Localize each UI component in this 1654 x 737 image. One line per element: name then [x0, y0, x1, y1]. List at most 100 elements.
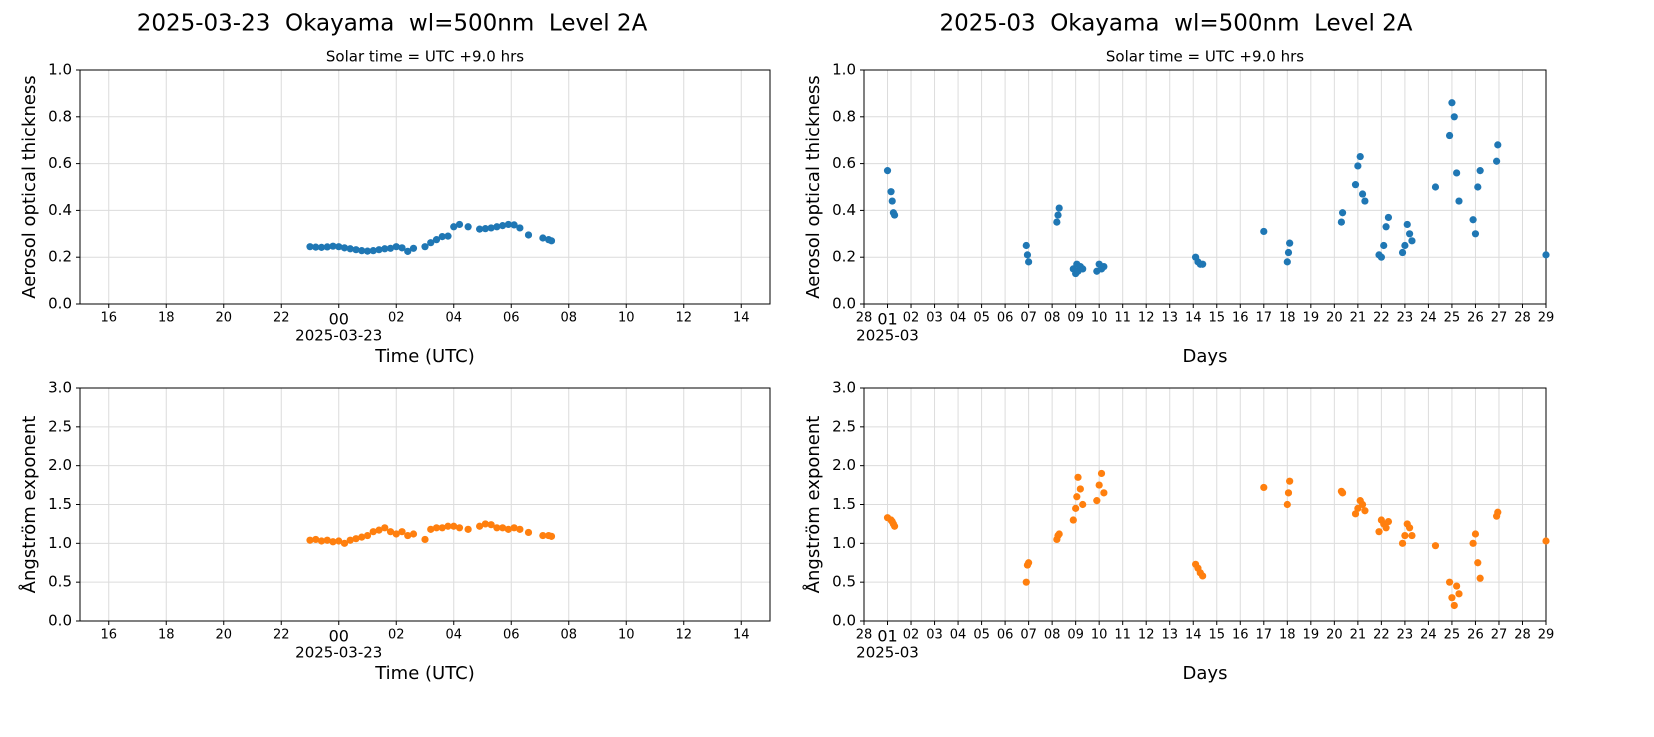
y-tick-label: 0.0 — [48, 612, 72, 630]
x-tick-label: 08 — [1044, 311, 1061, 326]
x-tick-label: 08 — [560, 311, 577, 326]
data-point — [1375, 528, 1383, 536]
data-point — [1097, 469, 1106, 478]
x-tick-label: 01 — [877, 310, 897, 329]
x-tick-label: 09 — [1067, 311, 1084, 326]
x-tick-label: 16 — [1232, 628, 1249, 643]
x-tick-label: 17 — [1256, 628, 1273, 643]
data-point — [1542, 537, 1550, 545]
data-point — [444, 522, 452, 530]
data-point — [516, 224, 524, 232]
data-point — [883, 167, 892, 175]
data-point — [438, 524, 446, 532]
x-tick-label: 07 — [1020, 311, 1037, 326]
data-point — [386, 528, 395, 536]
data-point — [1469, 539, 1477, 547]
data-point — [1494, 141, 1502, 149]
data-point — [392, 243, 400, 251]
x-tick-label: 14 — [733, 628, 750, 643]
data-point — [1471, 530, 1480, 538]
data-point — [1358, 500, 1367, 509]
x-tick-label: 15 — [1208, 311, 1225, 326]
data-point — [455, 524, 464, 532]
data-point — [464, 525, 472, 533]
x-tick-label: 04 — [445, 628, 462, 643]
x-tick-label: 28 — [1514, 311, 1531, 326]
x-tick-label: 16 — [100, 311, 117, 326]
data-point — [493, 524, 501, 532]
data-point — [481, 225, 489, 233]
data-point — [1431, 183, 1440, 191]
x-tick-label: 11 — [1114, 628, 1131, 643]
y-tick-label: 2.0 — [48, 456, 72, 474]
x-tick-label: 16 — [1232, 311, 1249, 326]
data-point — [450, 223, 458, 231]
data-point — [1453, 169, 1461, 177]
data-point — [432, 236, 441, 244]
x-tick-label: 12 — [1138, 311, 1155, 326]
data-point — [464, 223, 472, 231]
data-point — [1069, 516, 1077, 524]
data-point — [1025, 559, 1033, 567]
x-tick-label: 20 — [215, 628, 232, 643]
data-point — [1406, 230, 1414, 238]
data-point — [427, 239, 435, 247]
x-tick-label: 25 — [1444, 311, 1461, 326]
data-point — [1022, 578, 1030, 586]
x-tick-label: 14 — [733, 311, 750, 326]
data-point — [1408, 237, 1416, 245]
data-point — [539, 234, 547, 242]
data-point — [1351, 510, 1360, 518]
chart-title: 2025-03-23 Okayama wl=500nm Level 2A — [137, 11, 648, 37]
data-point — [352, 246, 360, 254]
x-tick-label: 04 — [950, 628, 967, 643]
data-point — [409, 530, 418, 538]
x-tick-label: 05 — [973, 311, 990, 326]
data-point — [323, 243, 331, 251]
data-point — [386, 244, 395, 252]
x-tick-label: 13 — [1161, 628, 1178, 643]
data-point — [1445, 131, 1454, 140]
x-tick-label: 24 — [1420, 628, 1437, 643]
data-point — [476, 522, 484, 530]
data-point — [438, 233, 446, 241]
data-point — [499, 524, 507, 532]
data-point — [1284, 248, 1293, 257]
x-tick-label: 03 — [926, 628, 943, 643]
data-point — [358, 533, 366, 541]
x-date-label: 2025-03-23 — [295, 644, 382, 662]
x-tick-label: 21 — [1350, 311, 1367, 326]
data-point — [476, 225, 484, 233]
x-tick-label: 18 — [1279, 311, 1296, 326]
x-tick-label: 22 — [1373, 311, 1390, 326]
x-tick-label: 27 — [1491, 311, 1508, 326]
data-point — [306, 536, 314, 544]
data-point — [504, 220, 512, 229]
data-point — [329, 538, 337, 546]
data-point — [1286, 477, 1294, 485]
data-point — [346, 536, 354, 544]
data-point — [1474, 559, 1482, 567]
x-tick-label: 28 — [1514, 628, 1531, 643]
y-tick-label: 0.8 — [832, 107, 856, 125]
x-axis-label: Days — [1183, 346, 1228, 367]
data-point — [1380, 241, 1388, 250]
y-axis-label: Ångström exponent — [18, 416, 40, 594]
y-axis-label: Ångström exponent — [802, 416, 824, 594]
data-point — [363, 531, 372, 540]
data-point — [409, 244, 418, 252]
y-axis-label: Aerosol optical thickness — [803, 75, 824, 298]
x-tick-label: 10 — [1091, 311, 1108, 326]
data-point — [1286, 239, 1294, 247]
data-point — [432, 524, 441, 532]
y-tick-label: 3.0 — [48, 379, 72, 397]
x-tick-label: 10 — [618, 628, 635, 643]
data-point — [890, 522, 899, 530]
data-point — [1093, 497, 1101, 505]
data-point — [1073, 493, 1081, 501]
data-point — [1025, 258, 1033, 266]
x-tick-label: 20 — [1326, 628, 1343, 643]
y-tick-label: 1.0 — [48, 534, 72, 552]
x-tick-label: 10 — [618, 311, 635, 326]
